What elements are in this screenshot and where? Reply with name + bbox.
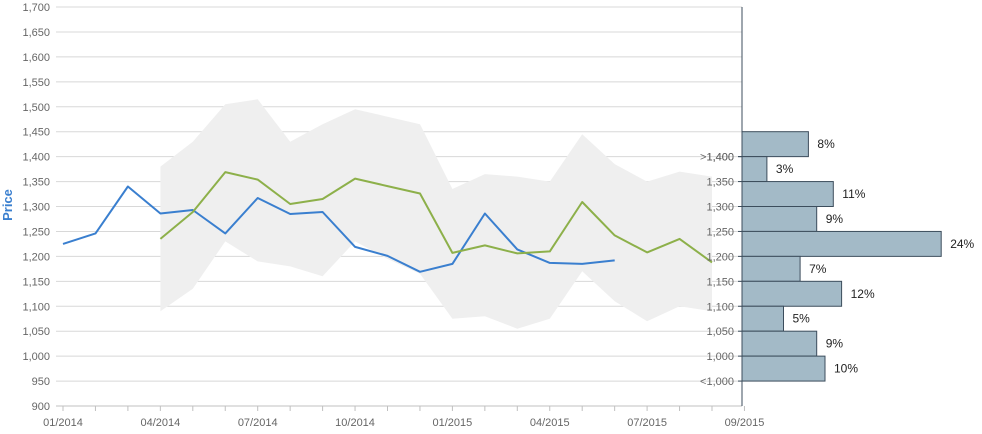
distribution-bar-label: 11% — [842, 187, 865, 201]
distribution-category-label: 1,000 — [706, 351, 734, 363]
distribution-bar — [741, 330, 818, 357]
y-tick-label: 950 — [32, 376, 50, 388]
y-tick-label: 1,650 — [22, 27, 50, 39]
distribution-category-label: 1,150 — [706, 276, 734, 288]
distribution-category-label: >1,400 — [700, 152, 734, 164]
distribution-bar — [741, 206, 818, 232]
x-tick-label: 01/2015 — [433, 417, 473, 429]
distribution-bar-label: 10% — [834, 362, 858, 376]
x-tick-label: 09/2015 — [725, 417, 765, 429]
distribution-category-label: 1,250 — [706, 226, 734, 238]
distribution-category-label: 1,400 — [706, 152, 734, 164]
series-line-blue — [62, 185, 615, 273]
y-tick-label: 1,150 — [22, 276, 50, 288]
distribution-category-label: 1,350 — [706, 177, 734, 189]
y-tick-label: 1,350 — [22, 177, 50, 189]
distribution-bar — [741, 131, 809, 158]
distribution-bar — [741, 181, 834, 207]
distribution-category-label: 1,300 — [706, 202, 734, 214]
distribution-bar-label: 9% — [826, 337, 844, 351]
tick-labels: 900 950 1,000 1,050 1,100 1,150 1,200 1,250 1,30… — [22, 2, 974, 429]
distribution-bar — [741, 280, 843, 307]
y-tick-label: 1,300 — [22, 202, 50, 214]
y-tick-label: 1,100 — [22, 301, 50, 313]
x-tick-label: 04/2015 — [530, 417, 570, 429]
y-tick-label: 1,550 — [22, 77, 50, 89]
price-range-band — [160, 99, 712, 329]
y-tick-label: 1,600 — [22, 52, 50, 64]
distribution-bar-label: 12% — [851, 287, 875, 301]
price-range-area — [160, 99, 712, 329]
distribution-bar — [741, 230, 942, 257]
y-tick-label: 1,450 — [22, 127, 50, 139]
y-tick-label: 1,500 — [22, 102, 50, 114]
distribution-bar — [741, 156, 768, 183]
distribution-bars — [741, 131, 942, 382]
distribution-bar-label: 24% — [950, 237, 974, 251]
y-axis-title: Price — [0, 189, 15, 221]
distribution-bar-label: 7% — [809, 262, 827, 276]
distribution-bar — [741, 355, 826, 382]
distribution-category-label: 1,050 — [706, 326, 734, 338]
y-tick-label: 1,250 — [22, 226, 50, 238]
y-tick-label: 1,000 — [22, 351, 50, 363]
y-tick-label: 1,700 — [22, 2, 50, 14]
x-tick-label: 10/2014 — [335, 417, 375, 429]
y-tick-label: 1,400 — [22, 152, 50, 164]
x-tick-label: 04/2014 — [140, 417, 180, 429]
distribution-category-label: <1,000 — [700, 376, 734, 388]
distribution-bar-label: 5% — [793, 312, 811, 326]
y-tick-label: 1,200 — [22, 251, 50, 263]
distribution-category-label: 1,100 — [706, 301, 734, 313]
x-tick-label: 07/2015 — [627, 417, 667, 429]
series-line-green — [159, 171, 713, 264]
series-lines — [62, 171, 713, 273]
distribution-bar-label: 3% — [776, 162, 794, 176]
distribution-bar — [741, 255, 801, 282]
x-tick-label: 07/2014 — [238, 417, 278, 429]
distribution-category-label: 1,200 — [706, 251, 734, 263]
distribution-bar-label: 8% — [817, 137, 835, 151]
distribution-bar — [741, 305, 784, 332]
y-tick-label: 1,050 — [22, 326, 50, 338]
distribution-bar-label: 9% — [826, 212, 844, 226]
x-tick-label: 01/2014 — [43, 417, 83, 429]
y-tick-label: 900 — [32, 401, 50, 413]
